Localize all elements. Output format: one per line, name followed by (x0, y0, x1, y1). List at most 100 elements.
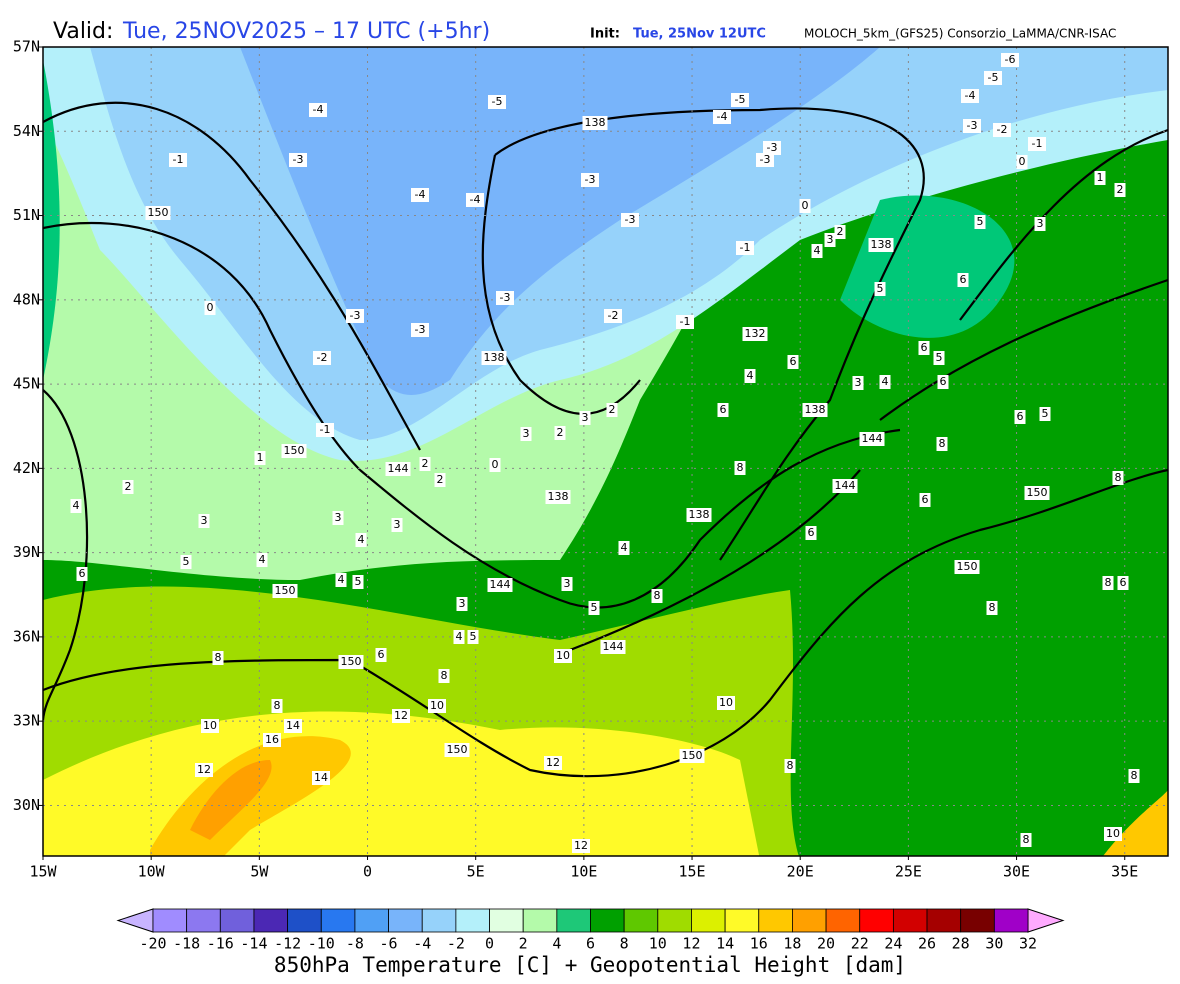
colorbar-label: 8 (620, 935, 629, 953)
label-box (933, 351, 945, 365)
label-box (272, 584, 298, 598)
colorbar-box (287, 908, 322, 933)
label-box (879, 375, 891, 389)
label-box (588, 601, 600, 615)
label-box (438, 669, 450, 683)
colorbar-label: 20 (817, 935, 835, 953)
label-box (717, 696, 735, 710)
temperature-label: 3 (523, 427, 530, 440)
label-box (385, 462, 411, 476)
height-label: 144 (835, 479, 856, 492)
colorbar-label: 32 (1019, 935, 1037, 953)
label-box (676, 315, 694, 329)
colorbar-label: 24 (884, 935, 902, 953)
height-label: 138 (585, 116, 606, 129)
colorbar-box (455, 908, 490, 933)
colorbar-box (993, 908, 1029, 933)
lat-tick-label: 51N (13, 206, 40, 224)
temperature-label: 8 (1115, 471, 1122, 484)
temperature-label: 4 (456, 630, 463, 643)
footer-title: 850hPa Temperature [C] + Geopotential He… (274, 953, 906, 977)
label-box (581, 173, 599, 187)
temperature-label: 8 (939, 437, 946, 450)
colorbar-box (522, 908, 558, 933)
label-box (204, 301, 216, 315)
temperature-label: 2 (609, 403, 616, 416)
label-box (70, 499, 82, 513)
label-box (859, 432, 885, 446)
temperature-label: 12 (574, 839, 588, 852)
temperature-label: 5 (977, 215, 984, 228)
colorbar-label: 26 (918, 935, 936, 953)
label-box (520, 427, 532, 441)
label-box (544, 756, 562, 770)
label-box (487, 578, 513, 592)
label-box (1024, 486, 1050, 500)
temperature-label: 12 (394, 709, 408, 722)
temperature-label: -3 (767, 141, 778, 154)
colorbar-box (219, 908, 255, 933)
lat-tick-label: 33N (13, 712, 40, 730)
temperature-label: 0 (207, 301, 214, 314)
height-contours (43, 101, 1168, 778)
colorbar-label: -8 (346, 935, 364, 953)
colorbar-label: -18 (173, 935, 200, 953)
label-box (496, 291, 514, 305)
contour (359, 428, 901, 609)
label-box (1039, 407, 1051, 421)
temperature-label: -3 (585, 173, 596, 186)
temperature-label: 2 (837, 225, 844, 238)
colorbar-label: -4 (413, 935, 431, 953)
label-box (180, 555, 192, 569)
temperature-label: 5 (355, 575, 362, 588)
colorbar-box (556, 908, 591, 933)
temperature-label: 6 (720, 403, 727, 416)
temperature-label: -6 (1005, 53, 1016, 66)
colorbar-box (758, 908, 793, 933)
temperature-label: 0 (492, 458, 499, 471)
label-box (1128, 769, 1140, 783)
temperature-label: 4 (259, 553, 266, 566)
temperature-label: 6 (1017, 410, 1024, 423)
temperature-label: 12 (546, 756, 560, 769)
lon-tick-label: 25E (895, 863, 922, 881)
height-label: 150 (284, 444, 305, 457)
label-box (201, 719, 219, 733)
colorbar-label: 16 (750, 935, 768, 953)
label-box (289, 153, 307, 167)
temperature-label: -1 (740, 241, 751, 254)
temperature-label: 3 (827, 233, 834, 246)
label-box (313, 351, 331, 365)
temperature-label: -2 (997, 123, 1008, 136)
temperature-label: 6 (790, 355, 797, 368)
temperature-label: -3 (500, 291, 511, 304)
temperature-label: 14 (314, 771, 328, 784)
label-box (784, 759, 796, 773)
label-box (284, 719, 302, 733)
lat-tick-label: 57N (13, 38, 40, 56)
contour (959, 128, 1168, 321)
colorbar-label: 22 (851, 935, 869, 953)
height-label: 138 (484, 351, 505, 364)
field-teal-east (840, 195, 1015, 338)
colorbar-label: -14 (240, 935, 267, 953)
colorbar: -20 -18 -16 -14 -12 -10 -8 -6 -4 -2 0 2 4 6 8 10 12 14 16 1… (116, 908, 1065, 953)
temperature-label: 10 (719, 696, 733, 709)
label-box (309, 103, 327, 117)
label-box (1117, 576, 1129, 590)
colorbar-label: 4 (552, 935, 561, 953)
temperature-label: 10 (1106, 827, 1120, 840)
temperature-label: -3 (350, 309, 361, 322)
temperature-label: 6 (808, 526, 815, 539)
label-box (271, 699, 283, 713)
height-label: 150 (148, 206, 169, 219)
colorbar-box (724, 908, 760, 933)
temperature-label: 2 (437, 473, 444, 486)
temperature-label: 1 (257, 451, 264, 464)
temperature-label: 3 (564, 577, 571, 590)
colorbar-label: 10 (649, 935, 667, 953)
temperature-label: 3 (855, 376, 862, 389)
label-box (375, 648, 387, 662)
temperature-label: 4 (358, 533, 365, 546)
temperature-label: 6 (940, 375, 947, 388)
